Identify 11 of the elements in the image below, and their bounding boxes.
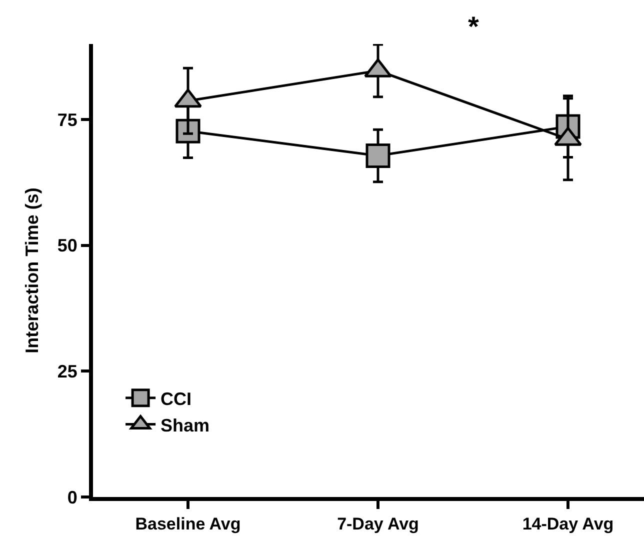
y-axis-title: Interaction Time (s) xyxy=(22,188,42,354)
legend-label: Sham xyxy=(160,415,210,436)
legend-label: CCI xyxy=(160,388,192,409)
y-tick-label: 25 xyxy=(57,361,78,382)
y-tick-label: 75 xyxy=(57,110,78,130)
x-tick-label: Baseline Avg xyxy=(135,514,241,534)
x-tick-label: 7-Day Avg xyxy=(337,514,419,534)
x-tick-label: 14-Day Avg xyxy=(522,514,614,534)
y-tick-label: 0 xyxy=(67,487,78,508)
y-tick-label: 50 xyxy=(57,236,78,256)
text: * xyxy=(468,11,479,42)
